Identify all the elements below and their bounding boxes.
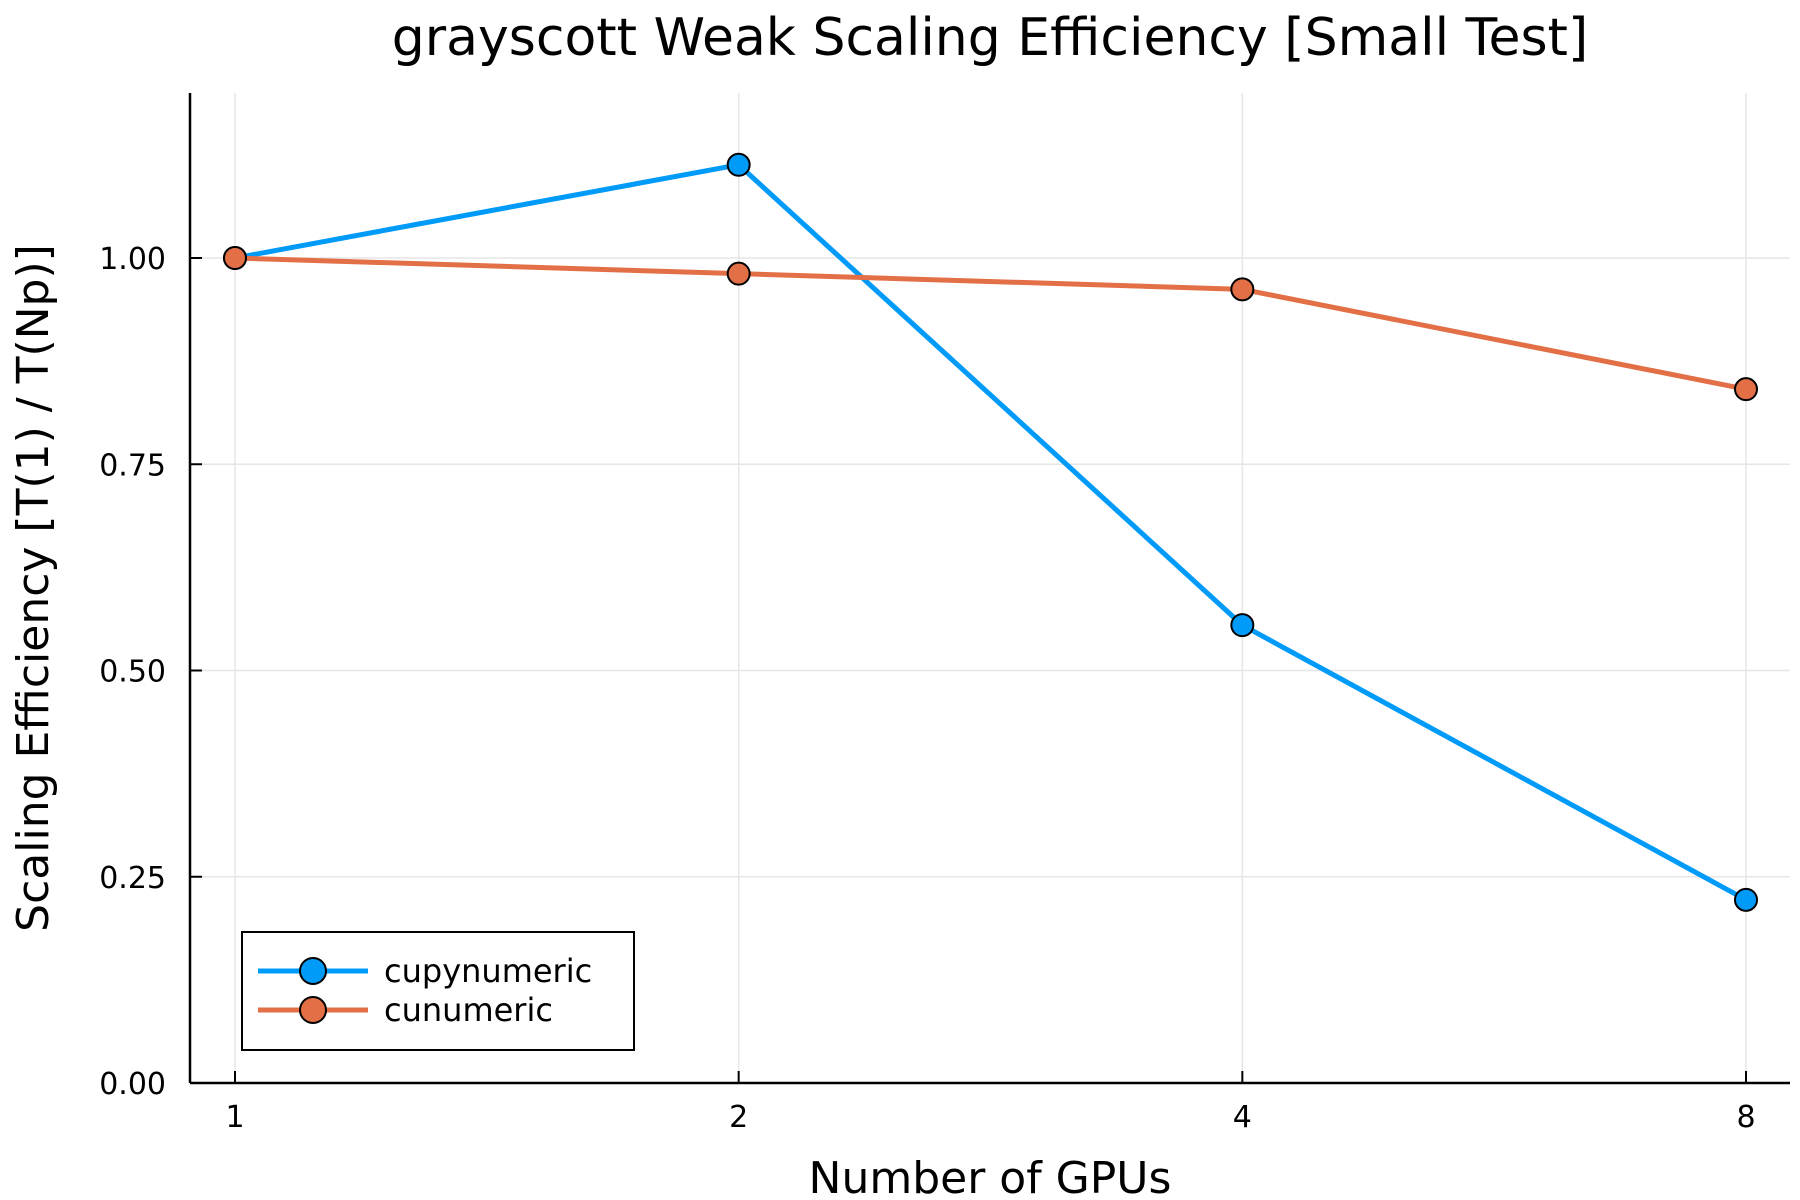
legend-marker [299,996,327,1024]
data-point [726,261,751,286]
data-point [1230,613,1255,638]
x-tick-label: 2 [729,1100,748,1135]
series-markers-cunumeric [223,246,1758,402]
legend-box [241,931,635,1051]
series-cupynumeric [234,162,1748,903]
data-point [223,246,247,270]
series-layer [223,152,1758,912]
series-markers-cupynumeric [223,152,1758,912]
legend-label: cunumeric [384,991,553,1029]
y-tick-label: 0.25 [99,861,166,896]
data-point [1230,277,1255,302]
series-line [234,162,1748,903]
axis-ticks: 1 2 4 8 0.00 0.25 0.50 0.75 1.00 [99,242,1755,1135]
chart-title: grayscott Weak Scaling Efficiency [Small… [392,8,1588,68]
series-line [234,255,1747,392]
data-point [1734,377,1758,402]
y-tick-label: 0.75 [99,448,166,483]
legend-item: cunumeric [258,991,553,1029]
legend-label: cupynumeric [384,952,592,990]
y-tick-label: 0.00 [99,1067,166,1102]
y-tick-label: 0.50 [99,655,166,690]
data-point [726,152,751,177]
x-tick-label: 8 [1736,1100,1755,1135]
series-cunumeric [234,255,1747,392]
x-tick-label: 4 [1233,1100,1252,1135]
data-point [1734,887,1758,912]
legend-item: cupynumeric [258,952,592,990]
grid-lines [190,93,1790,1083]
y-axis-label: Scaling Efficiency [T(1) / T(Np)] [8,244,59,932]
y-tick-label: 1.00 [99,242,166,277]
legend-marker [299,957,327,985]
x-tick-label: 1 [225,1100,244,1135]
x-axis-label: Number of GPUs [809,1153,1172,1200]
